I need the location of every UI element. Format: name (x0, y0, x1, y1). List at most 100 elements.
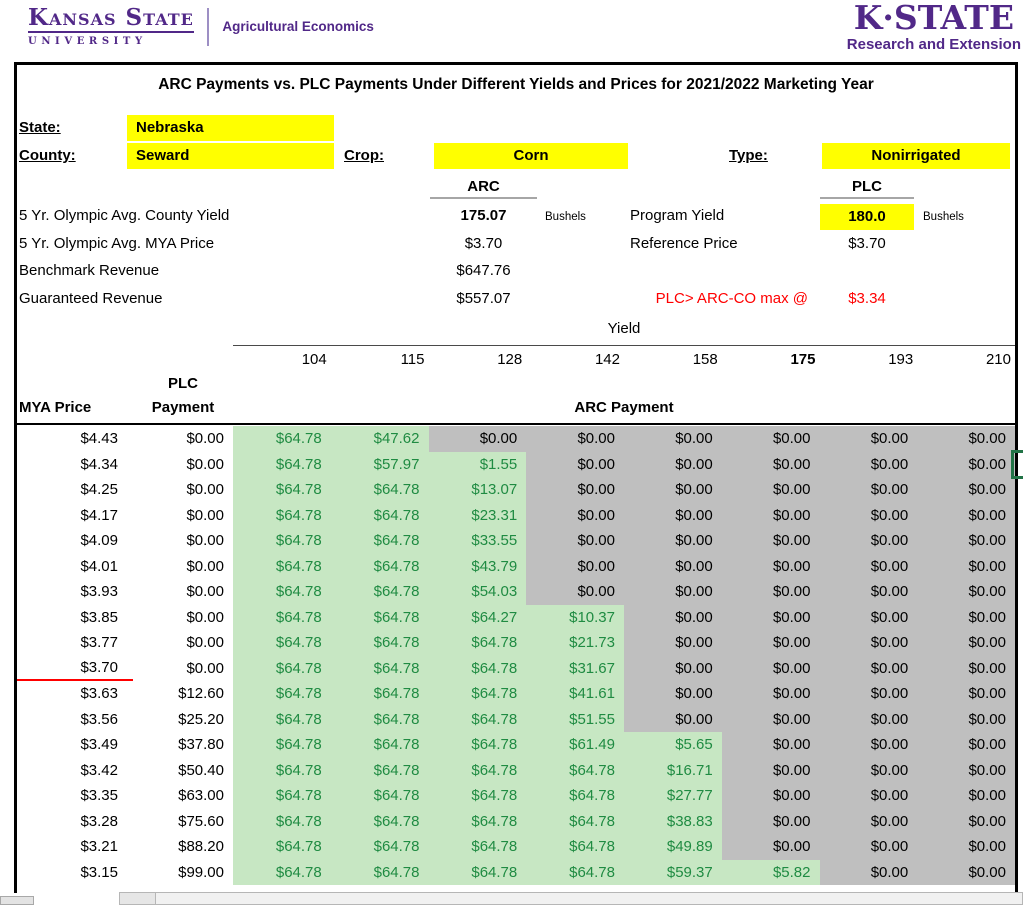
mya-price-cell: $3.15 (80, 863, 118, 881)
arc-payment-cell: $64.78 (428, 783, 527, 809)
program-yield-label: Program Yield (630, 207, 725, 224)
arc-payment-cell: $0.00 (624, 477, 722, 503)
arc-payment-cell: $64.78 (428, 834, 527, 860)
type-input-cell[interactable]: Nonirrigated (822, 143, 1010, 169)
arc-payment-cell: $64.78 (526, 859, 624, 885)
arc-payment-cell: $0.00 (819, 706, 918, 732)
arc-payment-cell: $0.00 (721, 681, 820, 707)
arc-payment-cell: $64.78 (233, 502, 331, 528)
ksu-wordmark: Kansas State UNIVERSITY (28, 5, 194, 48)
kstate-tagline: Research and Extension (846, 35, 1021, 53)
arc-payment-cell: $0.00 (917, 528, 1015, 554)
arc-payment-cell: $0.00 (721, 732, 820, 758)
mya-price-cell: $3.70 (17, 656, 133, 681)
table-row: $4.01 $0.00 $64.78 $64.78 $43.79 $0.00 $0.00 $0… (17, 553, 1015, 579)
arc-payment-cell: $64.78 (233, 426, 331, 452)
scrollbar-left-button[interactable] (120, 893, 156, 904)
state-input-cell[interactable]: Nebraska (127, 115, 334, 141)
arc-payment-cell: $64.78 (526, 783, 624, 809)
mya-price-cell: $4.09 (80, 532, 118, 549)
arc-payment-cell: $64.78 (233, 579, 331, 605)
arc-payment-cell: $64.78 (330, 528, 429, 554)
table-row: $3.63 $12.60 $64.78 $64.78 $64.78 $41.61 $0.00… (17, 681, 1015, 707)
arc-payment-cell: $0.00 (526, 426, 624, 452)
reference-price-value: $3.70 (848, 235, 886, 252)
arc-payment-cell: $64.78 (233, 630, 331, 656)
yield-ticks-row: 104 115 128 142 158 175 193 210 (233, 348, 1015, 372)
yield-axis-rule (233, 345, 1015, 346)
yield-tick: 115 (400, 351, 425, 368)
arc-payment-cell: $64.78 (233, 859, 331, 885)
arc-payment-cell: $0.00 (624, 604, 722, 630)
table-row: $3.21 $88.20 $64.78 $64.78 $64.78 $64.78 $49.8… (17, 834, 1015, 860)
arc-payment-cell: $64.78 (330, 502, 429, 528)
arc-payment-cell: $41.61 (526, 681, 624, 707)
arc-payment-cell: $0.00 (819, 528, 918, 554)
table-row: $4.09 $0.00 $64.78 $64.78 $33.55 $0.00 $0.00 $0… (17, 528, 1015, 554)
arc-payment-header: ARC Payment (574, 399, 674, 416)
plc-payment-cell: $50.40 (178, 761, 224, 779)
plc-payment-header-line2: Payment (151, 399, 215, 416)
arc-payment-cell: $64.78 (233, 706, 331, 732)
arc-payment-cell: $64.78 (233, 528, 331, 554)
benchmark-revenue-label: Benchmark Revenue (19, 262, 160, 279)
arc-payment-cell: $0.00 (917, 681, 1015, 707)
horizontal-scrollbar[interactable] (119, 892, 1023, 905)
arc-payment-cell: $64.27 (428, 604, 527, 630)
state-label: State: (19, 119, 61, 136)
arc-payment-cell: $0.00 (917, 630, 1015, 656)
arc-payment-cell: $64.78 (428, 681, 527, 707)
arc-payment-cell: $0.00 (624, 451, 722, 477)
arc-payment-cell: $0.00 (917, 502, 1015, 528)
arc-payment-cell: $64.78 (526, 808, 624, 834)
arc-payment-cell: $0.00 (721, 757, 820, 783)
arc-payment-cell: $0.00 (526, 553, 624, 579)
arc-payment-cell: $64.78 (233, 808, 331, 834)
yield-tick: 210 (985, 351, 1011, 368)
crop-input-cell[interactable]: Corn (434, 143, 628, 169)
arc-payment-cell: $0.00 (819, 655, 918, 681)
plc-payment-cell: $0.00 (186, 557, 224, 575)
plc-payment-cell: $0.00 (186, 659, 224, 677)
arc-payment-cell: $0.00 (721, 528, 820, 554)
arc-payment-cell: $0.00 (624, 681, 722, 707)
arc-payment-cell: $0.00 (721, 834, 820, 860)
guaranteed-revenue-value: $557.07 (456, 290, 511, 307)
arc-payment-cell: $0.00 (917, 859, 1015, 885)
arc-payment-cell: $0.00 (917, 783, 1015, 809)
county-input-cell[interactable]: Seward (127, 143, 334, 169)
arc-payment-cell: $0.00 (721, 655, 820, 681)
county-yield-label: 5 Yr. Olympic Avg. County Yield (19, 207, 230, 224)
arc-payment-cell: $13.07 (428, 477, 527, 503)
mya-price-cell: $3.56 (80, 710, 118, 728)
payment-matrix: $4.43 $0.00 $64.78 $47.62 $0.00 $0.00 $0.00 $0.… (17, 426, 1015, 885)
arc-payment-cell: $0.00 (917, 579, 1015, 605)
table-row: $3.42 $50.40 $64.78 $64.78 $64.78 $64.78 $16.7… (17, 757, 1015, 783)
logo-divider (206, 7, 210, 46)
ksu-wordmark-line2: UNIVERSITY (28, 36, 147, 48)
scrollbar-corner[interactable] (0, 896, 34, 905)
arc-payment-cell: $0.00 (721, 808, 820, 834)
arc-payment-cell: $0.00 (526, 477, 624, 503)
table-row: $4.43 $0.00 $64.78 $47.62 $0.00 $0.00 $0.00 $0.… (17, 426, 1015, 452)
arc-payment-cell: $64.78 (330, 681, 429, 707)
arc-payment-cell: $0.00 (917, 604, 1015, 630)
arc-payment-cell: $0.00 (428, 426, 527, 452)
arc-payment-cell: $0.00 (624, 655, 722, 681)
arc-payment-cell: $0.00 (624, 706, 722, 732)
arc-payment-cell: $64.78 (330, 579, 429, 605)
yield-tick: 158 (692, 351, 718, 368)
yield-tick: 175 (790, 351, 816, 368)
arc-payment-cell: $0.00 (917, 834, 1015, 860)
mya-price-cell: $3.21 (80, 838, 118, 855)
arc-payment-cell: $0.00 (721, 553, 820, 579)
ksu-wordmark-line1: Kansas State (28, 5, 194, 34)
program-yield-input-cell[interactable]: 180.0 (820, 204, 914, 230)
benchmark-revenue-value: $647.76 (456, 262, 511, 279)
table-row: $3.15 $99.00 $64.78 $64.78 $64.78 $64.78 $59.3… (17, 859, 1015, 885)
yield-tick: 104 (301, 351, 327, 368)
arc-payment-cell: $64.78 (428, 808, 527, 834)
mya-price-value: $3.70 (464, 235, 503, 252)
arc-payment-cell: $0.00 (819, 604, 918, 630)
arc-payment-cell: $64.78 (330, 477, 429, 503)
